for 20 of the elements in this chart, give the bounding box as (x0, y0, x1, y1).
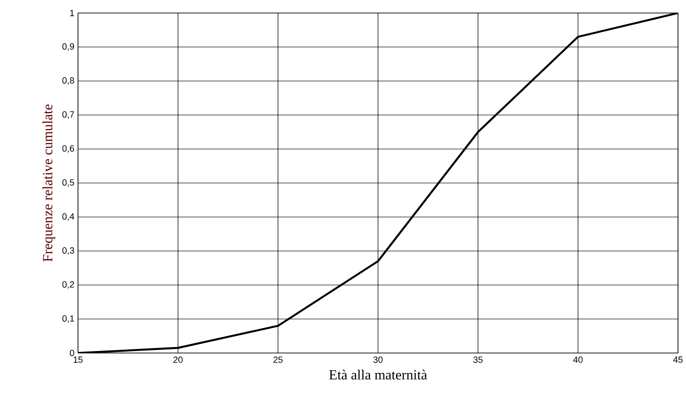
y-tick-label: 0,8 (62, 77, 74, 85)
x-tick-label: 20 (173, 356, 183, 363)
x-tick-label: 25 (273, 356, 283, 363)
x-tick-label: 40 (573, 356, 583, 363)
x-tick-label: 30 (373, 356, 383, 363)
y-tick-label: 0,4 (62, 213, 74, 221)
y-tick-label: 0,3 (62, 247, 74, 255)
y-axis-title: Frequenze relative cumulate (42, 104, 56, 262)
y-tick-label: 0,2 (62, 281, 74, 289)
y-tick-label: 0,7 (62, 111, 74, 119)
y-tick-label: 0,1 (62, 315, 74, 323)
y-tick-label: 0,9 (62, 43, 74, 51)
x-tick-label: 45 (673, 356, 683, 363)
x-axis-title: Età alla maternità (329, 370, 428, 380)
x-tick-label: 35 (473, 356, 483, 363)
y-tick-label: 0,5 (62, 179, 74, 187)
y-tick-label: 1 (70, 10, 74, 16)
y-tick-label: 0 (70, 350, 74, 356)
x-tick-label: 15 (74, 356, 83, 363)
y-tick-label: 0,6 (62, 145, 74, 153)
